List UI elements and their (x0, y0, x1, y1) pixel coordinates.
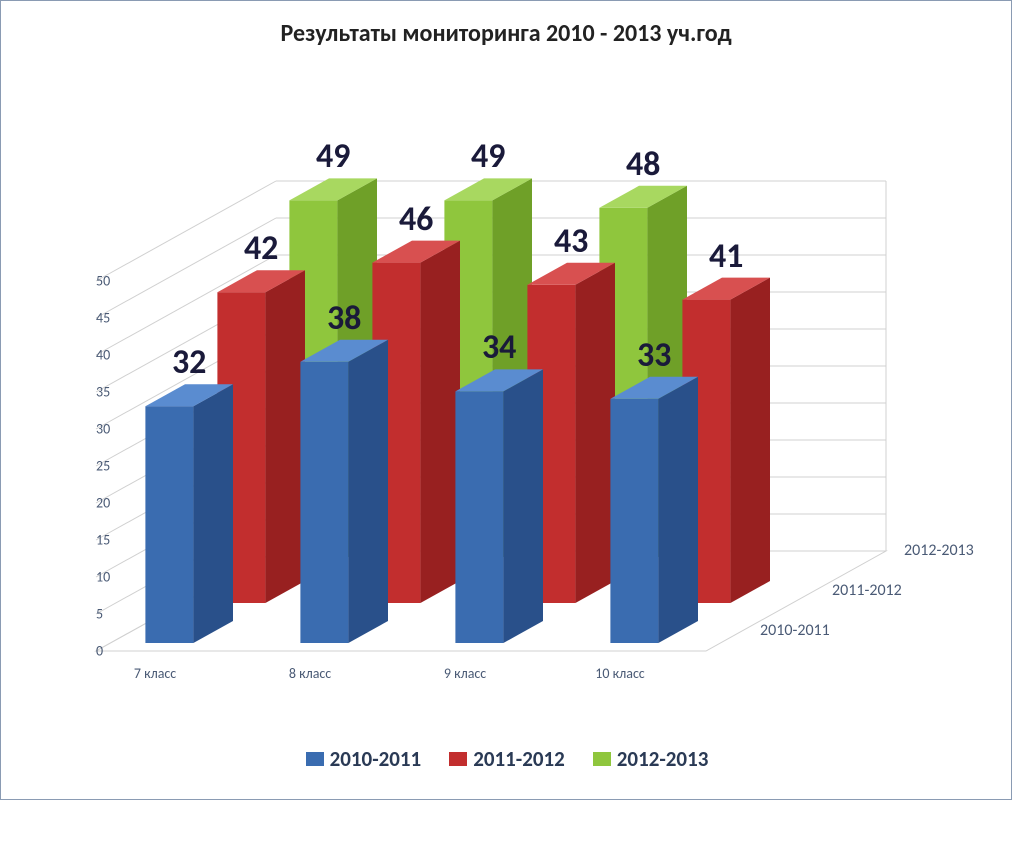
legend-item: 2011-2012 (449, 746, 565, 772)
data-label: 34 (482, 327, 516, 368)
bar (455, 369, 543, 643)
legend-swatch (449, 752, 467, 766)
z-axis-label: 2012-2013 (904, 541, 974, 560)
legend-item: 2012-2013 (593, 746, 709, 772)
y-tick: 30 (96, 421, 104, 438)
y-tick: 5 (96, 606, 104, 623)
data-label: 48 (626, 144, 660, 185)
data-label: 32 (172, 342, 206, 383)
y-tick: 15 (96, 532, 104, 549)
y-tick: 50 (96, 273, 104, 290)
data-label: 46 (399, 199, 433, 240)
y-tick: 45 (96, 310, 104, 327)
data-label: 41 (709, 236, 743, 277)
chart-legend: 2010-2011 2011-2012 2012-2013 (1, 746, 1012, 772)
y-tick: 0 (96, 643, 104, 660)
x-axis-label: 8 класс (289, 665, 331, 682)
bar (300, 340, 388, 643)
z-axis-label: 2011-2012 (832, 581, 902, 600)
chart-plot: 051015202530354045507 класс8 класс9 клас… (96, 281, 706, 651)
data-label: 42 (244, 228, 278, 269)
legend-item: 2010-2011 (306, 746, 422, 772)
chart-title: Результаты мониторинга 2010 - 2013 уч.го… (1, 1, 1011, 48)
legend-label: 2010-2011 (330, 746, 422, 772)
y-tick: 10 (96, 569, 104, 586)
legend-label: 2011-2012 (473, 746, 565, 772)
chart-container: Результаты мониторинга 2010 - 2013 уч.го… (0, 0, 1012, 800)
data-label: 33 (637, 335, 671, 376)
y-tick: 25 (96, 458, 104, 475)
legend-label: 2012-2013 (617, 746, 709, 772)
z-axis-label: 2010-2011 (760, 621, 830, 640)
y-tick: 20 (96, 495, 104, 512)
legend-swatch (306, 752, 324, 766)
data-label: 49 (471, 136, 505, 177)
bar (145, 384, 233, 643)
bar (610, 377, 698, 643)
legend-swatch (593, 752, 611, 766)
x-axis-label: 10 класс (595, 665, 644, 682)
y-tick: 40 (96, 347, 104, 364)
data-label: 43 (554, 221, 588, 262)
data-label: 49 (316, 136, 350, 177)
x-axis-label: 9 класс (444, 665, 486, 682)
y-tick: 35 (96, 384, 104, 401)
x-axis-label: 7 класс (134, 665, 176, 682)
data-label: 38 (327, 298, 361, 339)
